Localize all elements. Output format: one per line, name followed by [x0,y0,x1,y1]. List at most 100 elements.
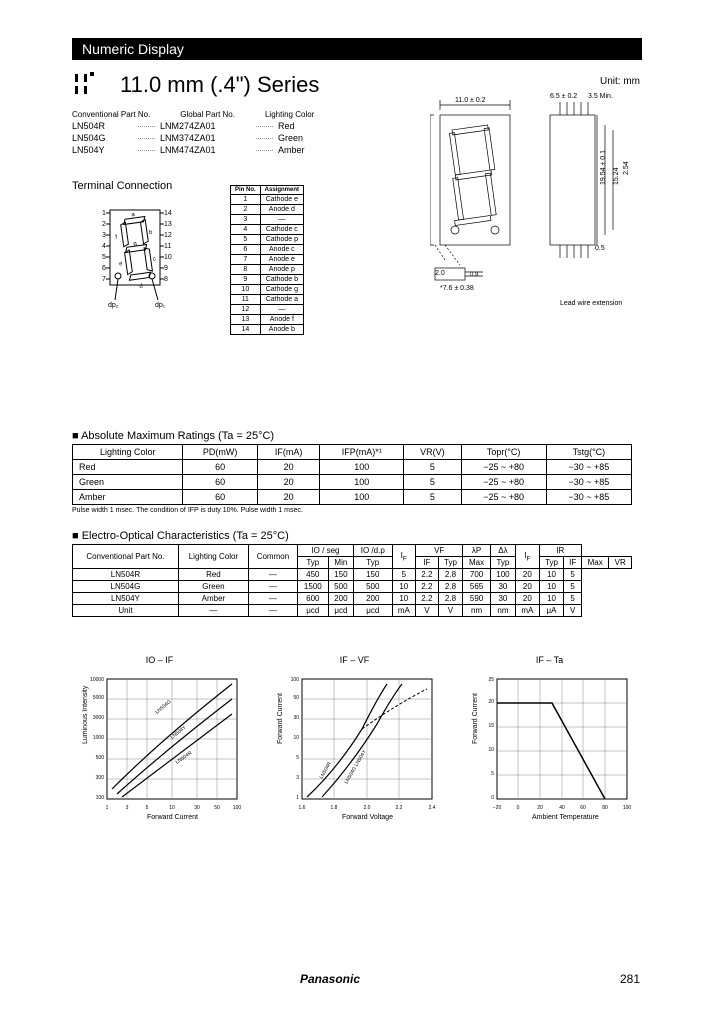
pin-row: 9Cathode b [231,275,304,285]
unit-row: Unit——μcdμcdμcdmAVVnmnmmAμAV [73,605,632,617]
svg-text:3: 3 [126,805,129,811]
ratings-table: Lighting ColorPD(mW)IF(mA)IFP(mA)*¹VR(V)… [72,444,632,505]
svg-text:1.8: 1.8 [331,805,338,811]
svg-text:8: 8 [164,276,168,283]
svg-text:4: 4 [102,243,106,250]
pin-row: 13Anode f [231,315,304,325]
svg-text:40: 40 [559,805,565,811]
svg-text:60: 60 [580,805,586,811]
svg-text:1.6: 1.6 [299,805,306,811]
ratings-title: ■ Absolute Maximum Ratings (Ta = 25°C) [72,430,632,442]
svg-text:c: c [152,256,156,262]
part-row: LN504G·········LNM374ZA01·········Green [72,133,328,143]
ratings-section: ■ Absolute Maximum Ratings (Ta = 25°C) L… [72,430,632,514]
svg-text:10000: 10000 [90,677,104,683]
chart-if-ta: IF – Ta Forward Current Ambient Temperat… [462,655,637,827]
footer-brand: Panasonic [300,972,360,986]
electro-section: ■ Electro-Optical Characteristics (Ta = … [72,530,632,617]
table-row: LN504RRed—45015015052.22.870010020105 [73,569,632,581]
svg-text:5: 5 [146,805,149,811]
svg-text:3000: 3000 [93,715,104,721]
svg-text:100: 100 [96,795,105,801]
charts-row: IO – IF LN504G LN504Y LN504R Luminous In… [72,655,642,827]
part-header-conv: Conventional Part No. [72,110,150,119]
part-header-global: Global Part No. [180,110,235,119]
chart-if-vf: IF – VF LN504R LN504G LN504Y Forward Cur… [267,655,442,827]
pin-row: 6Anode c [231,245,304,255]
svg-text:15.24: 15.24 [613,167,620,185]
svg-text:80: 80 [602,805,608,811]
svg-text:12: 12 [164,232,172,239]
svg-text:10: 10 [169,805,175,811]
part-number-table: Conventional Part No. Global Part No. Li… [72,110,328,155]
svg-text:100: 100 [233,805,242,811]
pin-row: 1Cathode e [231,195,304,205]
svg-text:7: 7 [102,276,106,283]
svg-text:LN504G: LN504G [154,699,172,716]
chart1-title: IO – IF [72,655,247,665]
svg-text:2.54: 2.54 [623,161,630,175]
svg-text:5: 5 [296,755,299,761]
table-row: Red60201005−25 ~ +80−30 ~ +85 [73,460,632,475]
svg-text:dp₂: dp₂ [108,302,119,309]
svg-text:f: f [115,235,118,241]
svg-text:LN504Y: LN504Y [170,724,188,740]
svg-text:20: 20 [537,805,543,811]
series-title: 11.0 mm (.4") Series [120,72,319,98]
svg-text:1000: 1000 [93,735,104,741]
svg-text:g: g [133,241,137,247]
svg-text:50: 50 [214,805,220,811]
pin-row: 12— [231,305,304,315]
svg-text:*7.6 ± 0.38: *7.6 ± 0.38 [440,285,474,292]
svg-text:19.54 ± 0.1: 19.54 ± 0.1 [600,150,607,185]
svg-text:Ambient Temperature: Ambient Temperature [532,814,599,821]
svg-text:100: 100 [623,805,632,811]
svg-text:10: 10 [488,747,494,753]
svg-text:15: 15 [488,723,494,729]
svg-text:Lead wire extension: Lead wire extension [560,300,622,307]
svg-text:Forward Current: Forward Current [277,693,284,744]
svg-text:Forward Current: Forward Current [147,814,198,821]
svg-text:5: 5 [102,254,106,261]
pin-row: 8Anode p [231,265,304,275]
svg-text:−20: −20 [493,805,502,811]
pin-row: 4Cathode c [231,225,304,235]
svg-text:b: b [149,230,154,236]
svg-text:d: d [139,284,143,290]
chart-io-if: IO – IF LN504G LN504Y LN504R Luminous In… [72,655,247,827]
svg-text:5: 5 [491,771,494,777]
svg-text:50: 50 [293,695,299,701]
pin-row: 3— [231,215,304,225]
engineering-drawing: 11.0 ± 0.2 19.8 ± 0.2 2.0 6.5 ± 0.2 3.5 … [430,90,640,310]
series-icon [72,72,102,102]
svg-text:9: 9 [164,265,168,272]
pin-row: 11Cathode a [231,295,304,305]
svg-text:3.5 Min.: 3.5 Min. [588,93,613,100]
svg-text:10: 10 [164,254,172,261]
svg-text:2.0: 2.0 [364,805,371,811]
svg-text:1: 1 [296,795,299,801]
terminal-title: Terminal Connection [72,180,172,192]
part-row: LN504Y·········LNM474ZA01·········Amber [72,145,328,155]
svg-text:3: 3 [102,232,106,239]
svg-text:2.0: 2.0 [435,270,445,277]
electro-table: Conventional Part No. Lighting Color Com… [72,544,632,617]
svg-text:2.4: 2.4 [429,805,436,811]
svg-text:20: 20 [488,699,494,705]
part-header-color: Lighting Color [265,110,314,119]
table-row: LN504YAmber—600200200102.22.85903020105 [73,593,632,605]
chart2-title: IF – VF [267,655,442,665]
header-bar: Numeric Display [72,38,642,60]
svg-text:Forward Current: Forward Current [472,693,479,744]
svg-text:5000: 5000 [93,695,104,701]
pin-row: 7Anode e [231,255,304,265]
terminal-diagram: 1 2 3 4 5 6 7 14 13 12 11 10 9 8 a b c [80,200,210,310]
chart3-title: IF – Ta [462,655,637,665]
page-number: 281 [620,972,640,986]
svg-text:1: 1 [106,805,109,811]
svg-text:0: 0 [517,805,520,811]
svg-text:2: 2 [102,221,106,228]
pin-row: 10Cathode g [231,285,304,295]
part-row: LN504R·········LNM274ZA01·········Red [72,121,328,131]
pin-row: 2Anode d [231,205,304,215]
